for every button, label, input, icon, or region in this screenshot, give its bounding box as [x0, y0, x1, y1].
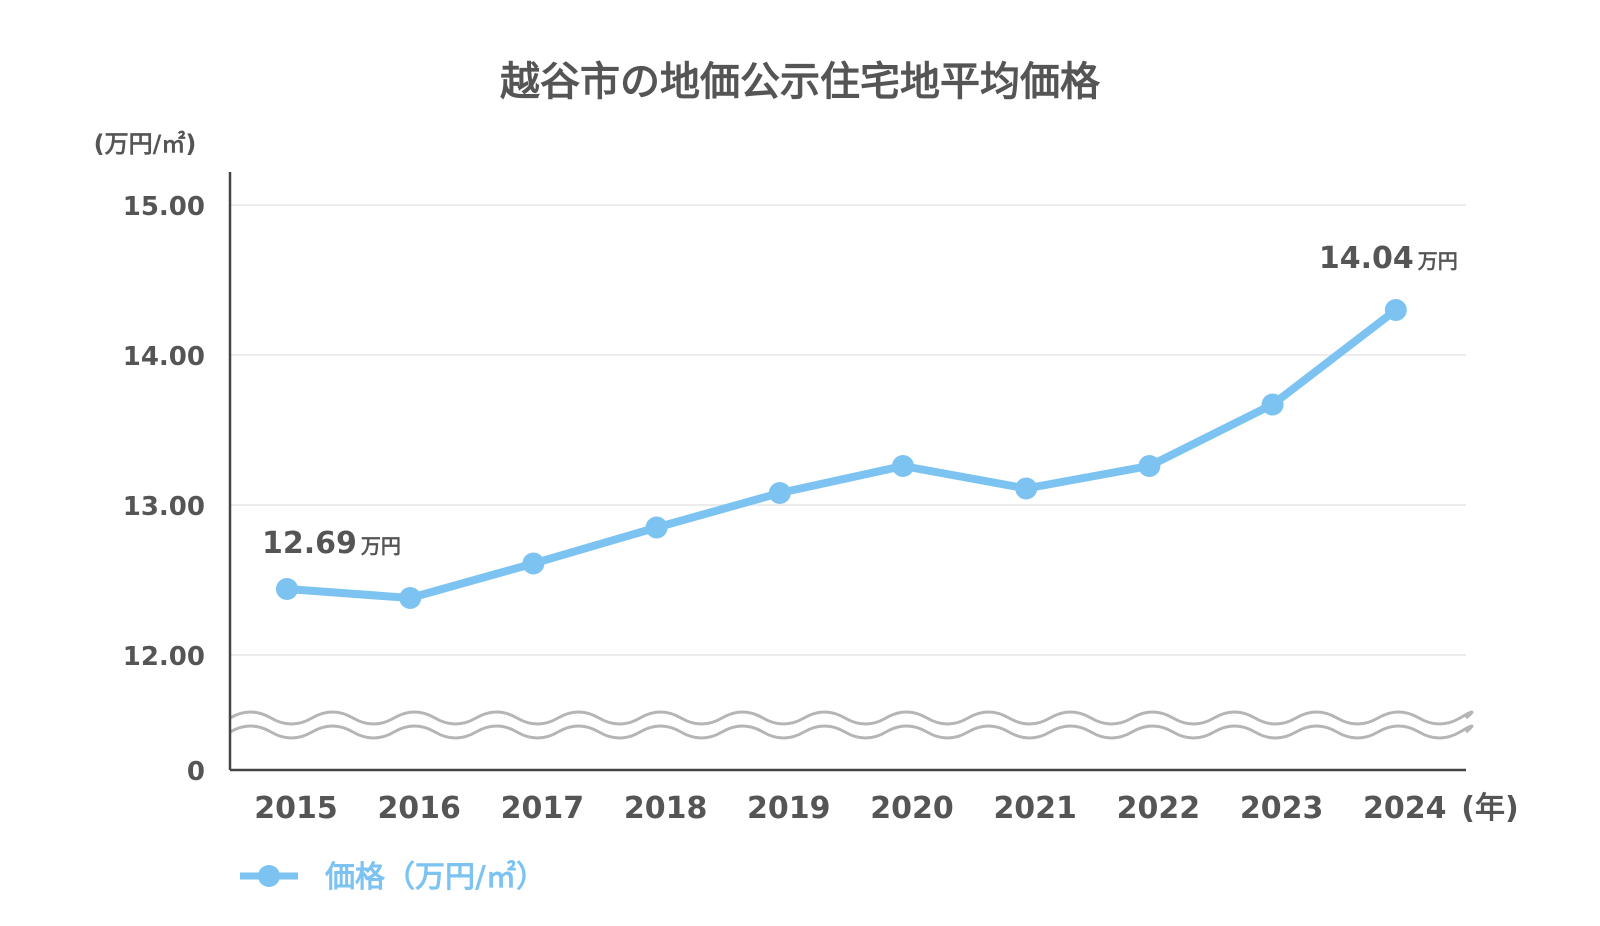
series-line	[283, 306, 1400, 602]
data-point-2016	[399, 587, 422, 609]
data-point-2019	[768, 482, 791, 504]
data-label-2015: 12.69 万円	[262, 526, 401, 561]
data-point-2023	[1261, 393, 1284, 416]
x-tick-label: 2022	[1117, 791, 1201, 826]
x-axis-unit-label: (年)	[1461, 791, 1518, 826]
legend: 価格（万円/㎡）	[240, 860, 546, 895]
y-tick-label: 15.00	[123, 192, 205, 222]
legend-marker	[258, 865, 280, 887]
axis-break-wave-lower	[229, 724, 1474, 740]
data-point-2024	[1384, 299, 1407, 321]
legend-label: 価格（万円/㎡）	[324, 860, 546, 895]
data-point-2017	[522, 552, 545, 575]
data-point-2021	[1015, 477, 1038, 500]
x-tick-label: 2016	[377, 791, 461, 826]
data-label-2024: 14.04 万円	[1319, 241, 1458, 276]
x-tick-label: 2020	[870, 791, 954, 826]
chart-title: 越谷市の地価公示住宅地平均価格	[500, 59, 1101, 105]
y-tick-label: 13.00	[123, 492, 205, 522]
data-labels: 12.69 万円 14.04 万円	[262, 241, 1458, 561]
y-axis-unit-label: (万円/㎡)	[94, 130, 197, 158]
x-tick-label: 2023	[1240, 791, 1324, 826]
axis-break-wave-upper	[229, 710, 1474, 726]
data-point-2020	[892, 455, 914, 477]
x-tick-label: 2024	[1363, 791, 1447, 826]
x-tick-label: 2017	[501, 791, 585, 826]
data-point-2015	[276, 578, 298, 600]
y-tick-label-zero: 0	[187, 757, 205, 787]
data-points	[276, 299, 1407, 609]
x-tick-label: 2015	[254, 791, 338, 826]
axis-break	[229, 710, 1474, 740]
data-point-2022	[1138, 455, 1161, 477]
series-line-0	[283, 306, 1400, 602]
y-tick-label: 12.00	[123, 642, 205, 672]
x-tick-label: 2021	[993, 791, 1077, 826]
y-tick-label: 14.00	[123, 342, 205, 372]
axes: 15.00 14.00 13.00 12.00 0 2015 2016 2017 2018 201…	[123, 172, 1466, 826]
x-tick-label: 2018	[624, 791, 708, 826]
x-tick-label: 2019	[747, 791, 831, 826]
data-point-2018	[645, 516, 668, 539]
gridlines	[230, 204, 1466, 656]
